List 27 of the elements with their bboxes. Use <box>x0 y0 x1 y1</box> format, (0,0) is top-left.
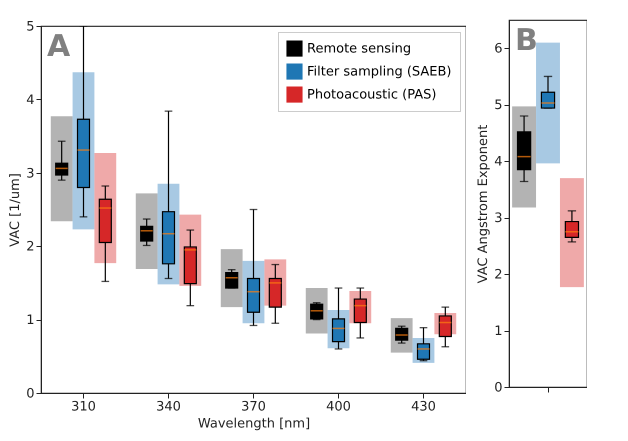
annotation: B <box>515 23 538 58</box>
y-tick-label: 4 <box>494 154 502 170</box>
y-tick-label: 0 <box>494 380 502 396</box>
y-tick-label: 6 <box>494 42 502 57</box>
y-tick-label: 1 <box>26 313 34 328</box>
y-axis-title: VAC Angstrom Exponent <box>476 124 492 284</box>
y-tick-label: 5 <box>26 20 34 34</box>
x-tick-label: 430 <box>411 400 436 414</box>
x-tick-label: 370 <box>241 400 266 414</box>
legend-label: Remote sensing <box>307 42 412 56</box>
y-tick-label: 3 <box>494 211 502 226</box>
y-axis-title: VAC [1/um] <box>8 173 24 247</box>
legend-label: Photoacoustic (PAS) <box>307 88 436 102</box>
x-tick-label: 400 <box>326 400 351 414</box>
legend-label: Filter sampling (SAEB) <box>307 64 452 80</box>
y-tick-label: 4 <box>26 92 34 108</box>
y-tick-label: 1 <box>494 324 502 340</box>
y-tick-label: 3 <box>26 166 34 182</box>
y-tick-label: 0 <box>26 386 34 402</box>
x-tick-label: 340 <box>156 400 181 414</box>
x-axis-title: Wavelength [nm] <box>198 416 310 432</box>
bar <box>536 42 560 164</box>
y-tick-label: 2 <box>26 240 34 255</box>
x-tick-label: 310 <box>71 400 96 414</box>
y-tick-label: 5 <box>494 98 502 114</box>
y-tick-label: 2 <box>494 268 502 283</box>
annotation: A <box>47 29 71 64</box>
